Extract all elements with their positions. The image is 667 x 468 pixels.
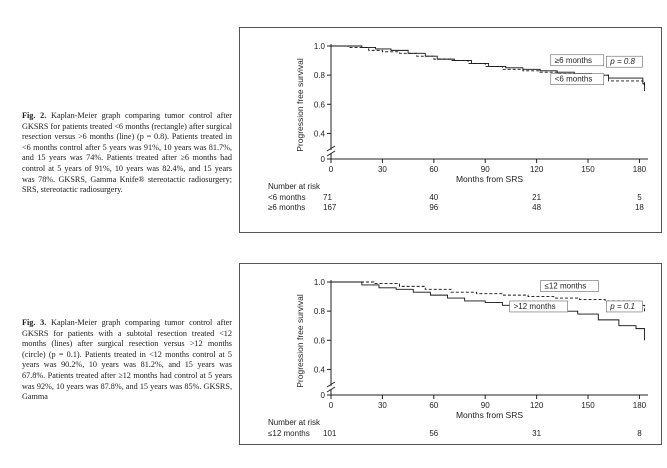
- km-curve-solid: [331, 281, 646, 341]
- x-tick-label: 150: [581, 401, 595, 410]
- x-tick-label: 60: [429, 401, 438, 410]
- risk-count: 18: [635, 203, 644, 212]
- y-tick-label: 0: [321, 391, 326, 400]
- p-value-box: [606, 300, 643, 313]
- legend-box: [509, 300, 568, 313]
- p-value-box: [606, 55, 643, 68]
- x-tick-label: 180: [633, 401, 647, 410]
- x-tick-label: 90: [481, 401, 490, 410]
- figure-3-label: Fig. 3.: [22, 318, 47, 327]
- risk-count: 167: [323, 203, 337, 212]
- risk-count: 56: [429, 429, 438, 438]
- risk-row-label: ≤12 months: [268, 429, 310, 438]
- x-tick-label: 0: [329, 165, 334, 174]
- y-tick-label: 0.6: [314, 100, 326, 109]
- y-axis-label: Progression free survival: [295, 58, 305, 152]
- risk-count: 8: [637, 429, 642, 438]
- legend-label: >12 months: [514, 302, 556, 311]
- figure-3-caption: Fig. 3. Kaplan-Meier graph comparing tum…: [22, 318, 232, 403]
- km-curve-dashed: [331, 281, 646, 313]
- risk-count: 31: [532, 429, 541, 438]
- risk-count: 71: [323, 193, 332, 202]
- y-tick-label: 1.0: [314, 42, 326, 51]
- axis-break-mark: [326, 381, 336, 388]
- y-tick-label: 0.4: [314, 129, 326, 138]
- x-tick-label: 120: [530, 401, 544, 410]
- figure-2-plot: 1.0 0.8 0.6 0.4 0 Progression free survival 0 3…: [268, 42, 648, 212]
- x-tick-label: 150: [581, 165, 595, 174]
- risk-count: 21: [532, 193, 541, 202]
- y-tick-label: 0.6: [314, 336, 326, 345]
- risk-row-label: ≥6 months: [268, 203, 305, 212]
- risk-count: 101: [323, 429, 337, 438]
- risk-count: 5: [637, 193, 642, 202]
- x-axis-label: Months from SRS: [456, 410, 523, 420]
- x-tick-label: 0: [329, 401, 334, 410]
- figure-3-chart: 1.0 0.8 0.6 0.4 0 Progression free survival 0 3…: [239, 263, 662, 445]
- risk-table-title: Number at risk: [268, 182, 321, 191]
- legend-label: ≥6 months: [555, 56, 592, 65]
- x-tick-label: 60: [429, 165, 438, 174]
- legend-box: [550, 73, 605, 86]
- figure-2-label: Fig. 2.: [22, 111, 47, 120]
- y-tick-label: 0: [321, 155, 326, 164]
- km-curve-dashed: [331, 45, 646, 87]
- risk-row-label: <6 months: [268, 193, 306, 202]
- x-tick-label: 180: [633, 165, 647, 174]
- x-tick-label: 30: [378, 165, 387, 174]
- x-tick-label: 30: [378, 401, 387, 410]
- risk-table-title: Number at risk: [268, 418, 321, 427]
- legend-label: <6 months: [555, 75, 593, 84]
- x-axis-label: Months from SRS: [456, 174, 523, 184]
- p-value-label: p = 0.8: [609, 57, 635, 66]
- x-tick-label: 90: [481, 165, 490, 174]
- legend-box: [540, 280, 599, 292]
- y-tick-label: 0.4: [314, 365, 326, 374]
- risk-count: 40: [429, 193, 438, 202]
- y-axis-label: Progression free survival: [295, 294, 305, 388]
- legend-box: [550, 54, 605, 67]
- risk-count: 96: [429, 203, 438, 212]
- figure-3-plot: 1.0 0.8 0.6 0.4 0 Progression free survival 0 3…: [268, 278, 648, 438]
- p-value-label: p = 0.1: [609, 302, 635, 311]
- risk-count: 48: [532, 203, 541, 212]
- legend-label: ≤12 months: [544, 282, 586, 291]
- figure-2-caption-text: Kaplan-Meier graph comparing tumor contr…: [22, 111, 232, 195]
- x-tick-label: 120: [530, 165, 544, 174]
- figure-3-caption-text: Kaplan-Meier graph comparing tumor contr…: [22, 318, 232, 402]
- figure-2-caption: Fig. 2. Kaplan-Meier graph comparing tum…: [22, 111, 232, 196]
- y-tick-label: 0.8: [314, 307, 326, 316]
- figure-2-chart: 1.0 0.8 0.6 0.4 0 Progression free survival 0 3…: [239, 27, 662, 233]
- axis-break-mark: [326, 145, 336, 152]
- y-tick-label: 0.8: [314, 71, 326, 80]
- y-tick-label: 1.0: [314, 278, 326, 287]
